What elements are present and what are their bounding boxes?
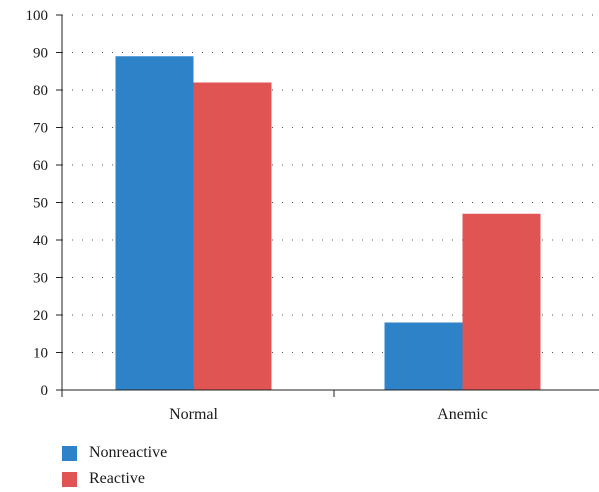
bar-chart: 0 10 20 30 40 50 60 70 80 90 100 Normal Anemic [26,8,599,423]
y-tick-label: 100 [26,8,49,24]
y-tick-label: 10 [33,346,48,362]
bar-reactive-normal [193,82,272,390]
x-tick-label: Anemic [437,406,488,423]
bars [115,56,541,390]
legend: Nonreactive Reactive [62,440,167,492]
bar-nonreactive-normal [115,56,194,390]
y-tick-label: 30 [33,271,48,287]
legend-label-reactive: Reactive [89,470,145,487]
x-ticks [61,390,335,397]
y-tick-label: 70 [33,121,48,137]
category-labels: Normal Anemic [169,406,488,423]
y-ticks: 0 10 20 30 40 50 60 70 80 90 100 [26,8,62,399]
y-tick-label: 80 [33,83,48,99]
y-tick-label: 20 [33,308,48,324]
y-tick-label: 40 [33,233,48,249]
y-tick-label: 0 [41,383,49,399]
legend-swatch-reactive [62,471,77,487]
x-tick-label: Normal [169,406,218,423]
legend-item-reactive: Reactive [62,466,167,492]
y-tick-label: 50 [33,196,48,212]
legend-swatch-nonreactive [62,445,77,461]
legend-label-nonreactive: Nonreactive [89,444,168,461]
bar-nonreactive-anemic [384,322,463,390]
y-tick-label: 90 [33,46,48,62]
bar-reactive-anemic [462,213,541,390]
y-tick-label: 60 [33,158,48,174]
legend-item-nonreactive: Nonreactive [62,440,167,466]
